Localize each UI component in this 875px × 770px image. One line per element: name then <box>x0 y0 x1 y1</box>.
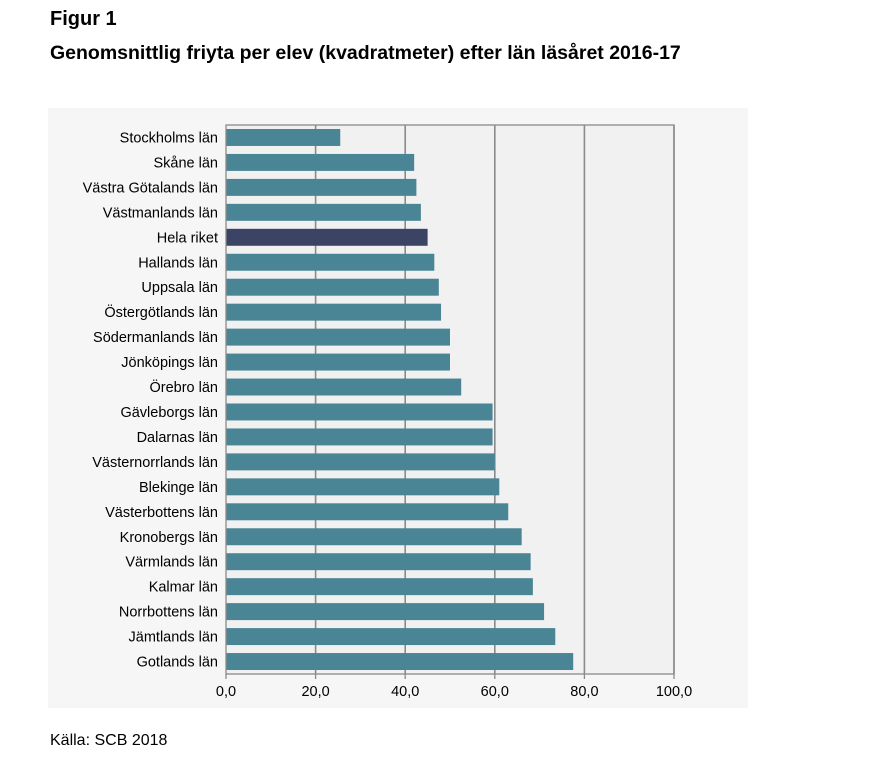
bar <box>226 278 439 296</box>
plot-border <box>225 124 675 675</box>
x-tick-label: 100,0 <box>656 684 692 700</box>
bar <box>226 378 462 396</box>
source-note: Källa: SCB 2018 <box>50 732 168 749</box>
chart-title: Genomsnittlig friyta per elev (kvadratme… <box>50 42 681 64</box>
bar <box>226 203 421 221</box>
category-label: Värmlands län <box>125 555 218 571</box>
bar <box>226 303 442 321</box>
category-label: Västerbottens län <box>105 505 218 521</box>
category-label: Östergötlands län <box>104 303 218 321</box>
category-label: Norrbottens län <box>119 605 218 621</box>
category-label: Västra Götalands län <box>83 180 218 196</box>
category-label: Blekinge län <box>139 480 218 496</box>
bar <box>226 653 574 671</box>
category-label: Gävleborgs län <box>120 405 218 421</box>
bar <box>226 528 522 546</box>
category-label: Jämtlands län <box>129 630 218 646</box>
x-tick-label: 0,0 <box>216 684 236 700</box>
category-label: Skåne län <box>154 155 219 171</box>
category-label: Västernorrlands län <box>92 455 218 471</box>
bar <box>226 553 531 571</box>
category-label: Dalarnas län <box>137 430 218 446</box>
category-label: Kalmar län <box>149 580 218 596</box>
chart-panel: Stockholms län Skåne län Västra Götalands … <box>48 108 748 708</box>
bar <box>226 403 493 421</box>
bar <box>226 428 493 446</box>
bar <box>226 253 435 271</box>
bar <box>226 578 533 596</box>
x-tick-label: 60,0 <box>481 684 509 700</box>
category-label: Västmanlands län <box>103 205 218 221</box>
category-label: Hela riket <box>157 230 218 246</box>
bar <box>226 228 428 246</box>
bar <box>226 128 341 146</box>
bar <box>226 178 417 196</box>
figure-label: Figur 1 <box>50 8 117 30</box>
category-label: Hallands län <box>138 255 218 271</box>
bar <box>226 328 450 346</box>
bar <box>226 503 509 521</box>
category-label: Jönköpings län <box>121 355 218 371</box>
category-label: Kronobergs län <box>120 530 218 546</box>
x-tick-label: 80,0 <box>570 684 598 700</box>
category-label: Uppsala län <box>141 280 218 296</box>
bar <box>226 603 545 621</box>
bar <box>226 453 495 471</box>
category-label: Södermanlands län <box>93 330 218 346</box>
bar-chart: Stockholms län Skåne län Västra Götalands … <box>83 124 692 700</box>
bar <box>226 478 500 496</box>
category-label: Gotlands län <box>137 655 218 671</box>
bar <box>226 353 450 371</box>
category-label: Örebro län <box>149 378 218 396</box>
bar <box>226 628 556 646</box>
bar <box>226 153 415 171</box>
category-label: Stockholms län <box>120 130 218 146</box>
x-tick-label: 20,0 <box>301 684 329 700</box>
x-tick-label: 40,0 <box>391 684 419 700</box>
